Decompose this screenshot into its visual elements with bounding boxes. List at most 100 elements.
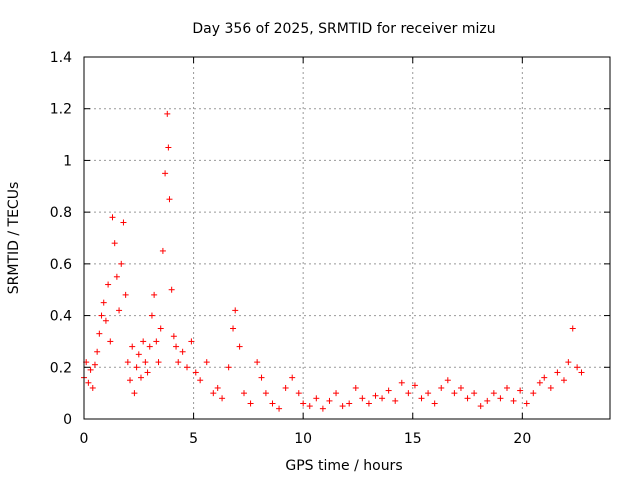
data-point <box>197 377 204 384</box>
data-point <box>319 405 326 412</box>
data-point <box>523 400 530 407</box>
data-point <box>578 369 585 376</box>
data-point <box>151 291 158 298</box>
data-point <box>471 390 478 397</box>
data-point <box>170 333 177 340</box>
data-point <box>225 364 232 371</box>
data-point <box>438 384 445 391</box>
data-point <box>352 384 359 391</box>
data-point <box>168 286 175 293</box>
data-point <box>547 384 554 391</box>
data-point <box>232 307 239 314</box>
data-point <box>490 390 497 397</box>
chart-title: Day 356 of 2025, SRMTID for receiver miz… <box>192 21 495 37</box>
data-point <box>503 384 510 391</box>
data-point <box>326 397 333 404</box>
data-point <box>105 281 112 288</box>
data-point <box>392 397 399 404</box>
data-point <box>142 359 149 366</box>
data-point <box>98 312 105 319</box>
y-tick-label: 0 <box>63 412 72 428</box>
data-point <box>184 364 191 371</box>
data-point <box>365 400 372 407</box>
data-point <box>166 196 173 203</box>
data-points-layer <box>81 110 585 412</box>
data-point <box>276 405 283 412</box>
data-point <box>162 170 169 177</box>
data-point <box>346 400 353 407</box>
data-point <box>300 400 307 407</box>
data-point <box>536 379 543 386</box>
x-tick-label: 15 <box>404 431 422 447</box>
data-point <box>464 395 471 402</box>
data-point <box>289 374 296 381</box>
data-point <box>444 377 451 384</box>
x-tick-label: 10 <box>294 431 312 447</box>
data-point <box>127 377 134 384</box>
data-point <box>451 390 458 397</box>
data-point <box>269 400 276 407</box>
data-point <box>102 317 109 324</box>
data-point <box>254 359 261 366</box>
data-point <box>497 395 504 402</box>
data-point <box>560 377 567 384</box>
data-point <box>477 403 484 410</box>
data-point <box>140 338 147 345</box>
data-point <box>157 325 164 332</box>
data-point <box>379 395 386 402</box>
data-point <box>129 343 136 350</box>
data-point <box>107 338 114 345</box>
data-point <box>165 144 172 151</box>
data-point <box>554 369 561 376</box>
plot-frame <box>83 56 611 420</box>
data-point <box>457 384 464 391</box>
data-point <box>333 390 340 397</box>
data-point <box>359 395 366 402</box>
data-point <box>116 307 123 314</box>
data-point <box>258 374 265 381</box>
data-point <box>484 397 491 404</box>
data-point <box>569 325 576 332</box>
data-point <box>164 110 171 117</box>
x-tick-label: 5 <box>189 431 198 447</box>
data-point <box>574 364 581 371</box>
data-point <box>153 338 160 345</box>
data-point <box>385 387 392 394</box>
data-point <box>339 403 346 410</box>
data-point <box>135 351 142 358</box>
data-point <box>510 397 517 404</box>
data-point <box>262 390 269 397</box>
data-point <box>118 260 125 267</box>
data-point <box>113 273 120 280</box>
y-tick-label: 0.2 <box>50 360 72 376</box>
data-point <box>94 348 101 355</box>
data-point <box>124 359 131 366</box>
data-point <box>111 240 118 247</box>
data-point <box>306 403 313 410</box>
x-tick-label: 0 <box>80 431 89 447</box>
data-point <box>122 291 129 298</box>
data-point <box>313 395 320 402</box>
data-point <box>214 384 221 391</box>
data-point <box>236 343 243 350</box>
data-point <box>230 325 237 332</box>
data-point <box>517 387 524 394</box>
data-point <box>188 338 195 345</box>
data-point <box>96 330 103 337</box>
data-point <box>173 343 180 350</box>
data-point <box>295 390 302 397</box>
data-point <box>146 343 153 350</box>
y-tick-label: 1.4 <box>50 50 72 66</box>
data-point <box>530 390 537 397</box>
ticks-layer: 0 5 10 15 20 0 0.2 0.4 0.6 0.8 1 1.2 1.4 <box>50 50 610 447</box>
data-point <box>175 359 182 366</box>
data-point <box>210 390 217 397</box>
data-point <box>282 384 289 391</box>
data-point <box>155 359 162 366</box>
data-point <box>219 395 226 402</box>
data-point <box>192 369 199 376</box>
x-axis-label: GPS time / hours <box>285 458 402 474</box>
data-point <box>418 395 425 402</box>
data-point <box>398 379 405 386</box>
